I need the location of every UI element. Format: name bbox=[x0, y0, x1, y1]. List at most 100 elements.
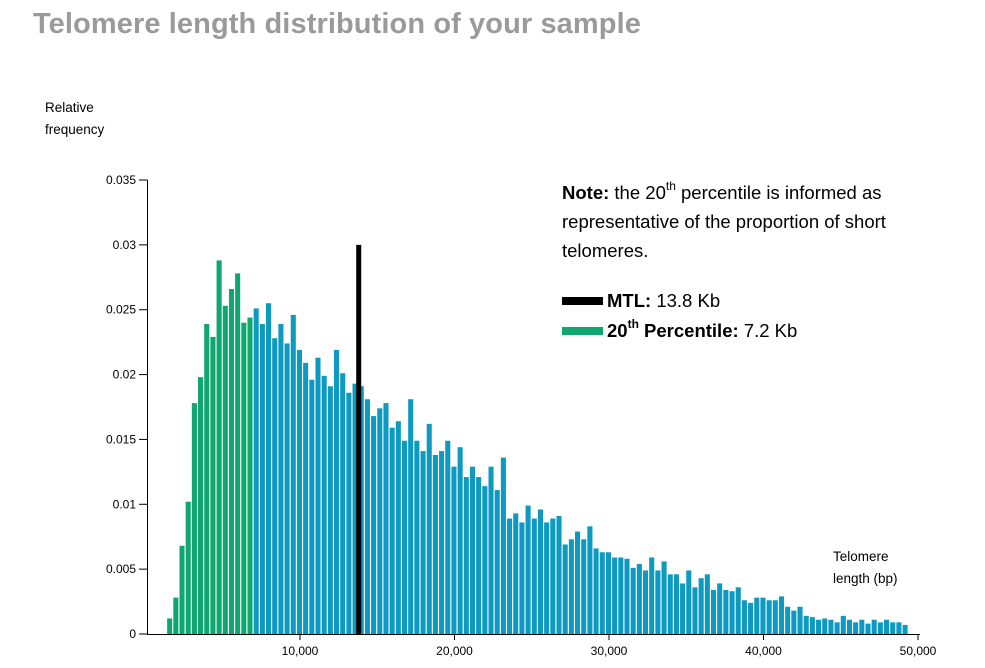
y-tick-label: 0 bbox=[129, 627, 136, 641]
histogram-bar bbox=[513, 513, 519, 634]
histogram-bar bbox=[834, 622, 840, 634]
histogram-bar bbox=[321, 375, 327, 634]
histogram-bar bbox=[760, 597, 766, 634]
legend-mtl-value: 13.8 Kb bbox=[651, 290, 721, 311]
histogram-bar bbox=[482, 486, 488, 634]
legend-mtl-label: MTL: bbox=[607, 290, 652, 311]
histogram-bar bbox=[896, 622, 902, 634]
y-tick-label: 0.005 bbox=[106, 562, 136, 576]
mtl-line bbox=[356, 244, 362, 635]
histogram-bar bbox=[241, 322, 247, 634]
histogram-bar bbox=[451, 466, 457, 634]
histogram-bar bbox=[346, 392, 352, 634]
histogram-bar bbox=[612, 557, 618, 634]
histogram-bar bbox=[222, 305, 228, 634]
histogram-bar bbox=[426, 423, 432, 634]
legend-swatch-mtl bbox=[562, 297, 603, 306]
histogram-bar bbox=[642, 570, 649, 634]
histogram-bar bbox=[488, 466, 494, 634]
histogram-bar bbox=[432, 454, 438, 634]
histogram-bar bbox=[710, 589, 717, 634]
legend-item-percentile: 20th Percentile: 7.2 Kb bbox=[562, 317, 798, 342]
histogram-bar bbox=[791, 610, 797, 634]
histogram-bar bbox=[587, 526, 593, 634]
histogram-bar bbox=[266, 303, 272, 634]
histogram-bar bbox=[327, 386, 333, 634]
histogram-bar bbox=[309, 379, 315, 634]
histogram-bar bbox=[871, 619, 877, 634]
histogram-bar bbox=[439, 451, 445, 634]
histogram-bar bbox=[624, 558, 630, 634]
histogram-bar bbox=[846, 619, 853, 634]
histogram-bar bbox=[185, 501, 191, 634]
histogram-bar bbox=[649, 557, 655, 634]
histogram-bar bbox=[772, 600, 778, 634]
x-axis-label-line1: Telomere bbox=[833, 549, 889, 564]
histogram-bar bbox=[395, 421, 401, 634]
histogram-bar bbox=[352, 383, 358, 634]
x-tick-label: 40,000 bbox=[745, 644, 782, 658]
histogram-bar bbox=[754, 597, 760, 634]
histogram-bar bbox=[667, 574, 673, 634]
histogram-bar bbox=[408, 399, 414, 634]
histogram-bar bbox=[296, 349, 302, 634]
histogram-bar bbox=[797, 606, 803, 634]
histogram-bar bbox=[198, 377, 204, 634]
histogram-bar bbox=[890, 622, 896, 634]
histogram-bar bbox=[655, 570, 661, 634]
histogram-bar bbox=[235, 273, 241, 634]
note-text-before-sup: the 20 bbox=[609, 182, 666, 203]
histogram-bar bbox=[822, 618, 828, 634]
histogram-bar bbox=[340, 373, 346, 634]
note-annotation: Note: the 20th percentile is informed as… bbox=[562, 178, 942, 265]
histogram-bar bbox=[228, 288, 235, 634]
histogram-bar bbox=[377, 408, 383, 634]
histogram-bar bbox=[315, 357, 321, 634]
x-axis-label-line2: length (bp) bbox=[833, 571, 898, 586]
histogram-bar bbox=[902, 624, 908, 634]
histogram-bar bbox=[816, 619, 822, 634]
y-tick-label: 0.015 bbox=[106, 432, 136, 446]
histogram-bar bbox=[253, 308, 259, 634]
histogram-bar bbox=[259, 323, 265, 634]
histogram-bar bbox=[630, 567, 636, 634]
legend-swatch-percentile bbox=[562, 327, 603, 336]
histogram-bar bbox=[531, 518, 537, 634]
x-tick-label: 50,000 bbox=[900, 644, 937, 658]
histogram-bar bbox=[463, 477, 469, 634]
histogram-bar bbox=[661, 561, 667, 634]
histogram-bar bbox=[636, 563, 642, 634]
histogram-bar bbox=[303, 362, 309, 634]
histogram-bar bbox=[673, 574, 679, 634]
legend-percentile-value: 7.2 Kb bbox=[738, 320, 798, 341]
histogram-bar bbox=[680, 583, 686, 634]
histogram-bar bbox=[698, 578, 704, 634]
histogram-bar bbox=[216, 260, 222, 634]
histogram-bar bbox=[575, 531, 581, 634]
histogram-bar bbox=[562, 544, 568, 634]
histogram-bar bbox=[173, 597, 179, 634]
histogram-bar bbox=[803, 615, 809, 634]
histogram-bar bbox=[599, 552, 605, 634]
histogram-bar bbox=[204, 323, 210, 634]
histogram-bar bbox=[692, 587, 698, 634]
histogram-bar bbox=[272, 338, 278, 634]
histogram-bar bbox=[859, 619, 865, 634]
histogram-bar bbox=[383, 403, 389, 634]
histogram-bar bbox=[537, 509, 544, 634]
histogram-bar bbox=[568, 539, 574, 634]
histogram-bar bbox=[494, 490, 500, 634]
legend-percentile-sup: th bbox=[627, 317, 639, 331]
histogram-bar bbox=[785, 606, 791, 634]
legend-percentile-num: 20 bbox=[607, 320, 628, 341]
x-axis-label: Telomere length (bp) bbox=[833, 546, 898, 590]
histogram-bar bbox=[358, 386, 364, 634]
histogram-bar bbox=[284, 343, 290, 634]
x-tick-label: 10,000 bbox=[282, 644, 319, 658]
histogram-bar bbox=[581, 539, 587, 634]
histogram-bar bbox=[618, 557, 624, 634]
note-text-after-sup: percentile is informed as representative… bbox=[562, 182, 886, 261]
histogram-bar bbox=[605, 552, 611, 634]
histogram-bar bbox=[469, 466, 476, 634]
